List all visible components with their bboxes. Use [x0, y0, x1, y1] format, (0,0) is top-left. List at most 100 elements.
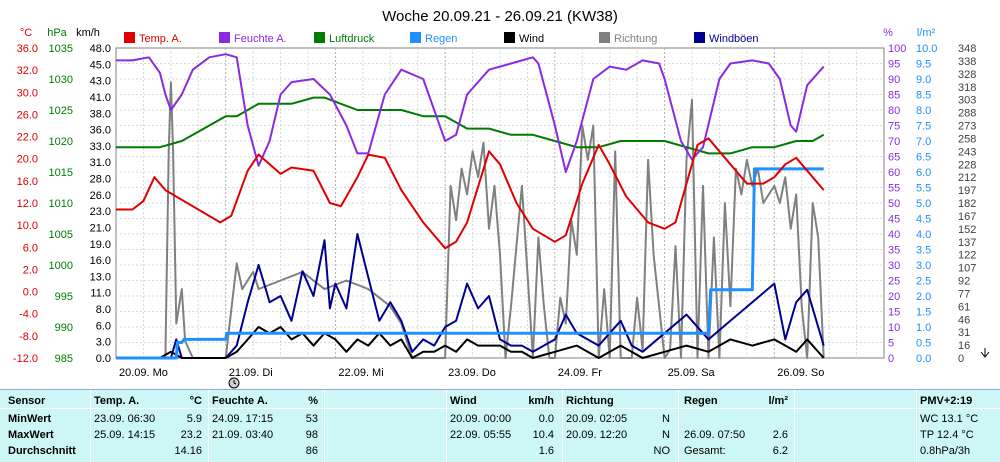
temp-axis-tick: -12.0 — [13, 353, 38, 365]
wind-axis-tick: 19.0 — [90, 239, 111, 251]
direction-min-time: 20.09. 02:05 — [566, 413, 628, 425]
min-row-label: MinWert — [8, 413, 52, 425]
pressure-trend-value: 0.8hPa/3h — [920, 445, 971, 457]
humidity-axis-tick: 55 — [888, 183, 900, 195]
direction-axis-tick: 0 — [958, 353, 964, 365]
legend-swatch — [410, 32, 421, 43]
rain-axis-tick: 9.0 — [916, 74, 931, 86]
humidity-max-time: 21.09. 03:40 — [212, 429, 274, 441]
legend-swatch — [124, 32, 135, 43]
wind-axis-tick: 38.0 — [90, 108, 111, 120]
humidity-axis-tick: 35 — [888, 245, 900, 257]
temp-axis-tick: 36.0 — [17, 43, 38, 55]
direction-axis-tick: 31 — [958, 327, 970, 339]
dewpoint-value: TP 12.4 °C — [920, 429, 974, 441]
direction-axis-tick: 288 — [958, 108, 976, 120]
temp-axis-tick: 0.0 — [23, 287, 38, 299]
legend-swatch — [314, 32, 325, 43]
rain-axis-tick: 2.5 — [916, 276, 931, 288]
rain-axis-tick: 0.5 — [916, 338, 931, 350]
pressure-axis-tick: 1005 — [49, 229, 73, 241]
windchill-value: WC 13.1 °C — [920, 413, 979, 425]
legend-swatch — [694, 32, 705, 43]
pressure-axis-tick: 1035 — [49, 43, 73, 55]
wind-axis-tick: 43.0 — [90, 76, 111, 88]
wind-axis-tick: 0.0 — [96, 353, 111, 365]
series-line-temp-a — [116, 137, 825, 250]
avg-row-label: Durchschnitt — [8, 445, 76, 457]
rain-axis-tick: 3.0 — [916, 260, 931, 272]
temp-axis-tick: 22.0 — [17, 132, 38, 144]
rain-axis-tick: 2.0 — [916, 291, 931, 303]
wind-max-value: 10.4 — [532, 429, 554, 441]
temp-min-time: 23.09. 06:30 — [94, 413, 156, 425]
pressure-axis-tick: 1010 — [49, 198, 73, 210]
temp-axis-tick: -8.0 — [19, 331, 38, 343]
legend-label: Richtung — [614, 33, 657, 45]
temp-axis-tick: 2.0 — [23, 264, 38, 276]
x-day-label: 20.09. Mo — [119, 367, 168, 379]
humidity-axis-tick: 45 — [888, 214, 900, 226]
rain-axis-tick: 4.0 — [916, 229, 931, 241]
temp-axis-tick: 30.0 — [17, 87, 38, 99]
direction-axis-tick: 348 — [958, 43, 976, 55]
temp-min-value: 5.9 — [186, 413, 202, 425]
pmv-header: PMV+2:19 — [920, 395, 973, 407]
series-line-wind — [116, 326, 825, 359]
humidity-unit: % — [308, 395, 318, 407]
rain-total-value: 6.2 — [772, 445, 788, 457]
pressure-axis-tick: 990 — [55, 322, 73, 334]
pressure-axis-tick: 1030 — [49, 74, 73, 86]
rain-axis-tick: 1.5 — [916, 307, 931, 319]
series-line-luftdruck — [116, 96, 825, 155]
temp-unit: °C — [189, 395, 202, 407]
pressure-axis-tick: 1020 — [49, 136, 73, 148]
rain-axis-tick: 3.5 — [916, 245, 931, 257]
wind-min-value: 0.0 — [538, 413, 554, 425]
direction-header: Richtung — [566, 395, 614, 407]
time-cursor-icon[interactable] — [228, 377, 240, 389]
direction-axis-tick: 122 — [958, 250, 976, 262]
humidity-axis-tick: 50 — [888, 198, 900, 210]
direction-axis-tick: 243 — [958, 146, 976, 158]
humidity-axis-tick: 75 — [888, 121, 900, 133]
wind-axis-tick: 41.0 — [90, 92, 111, 104]
direction-axis-tick: 182 — [958, 198, 976, 210]
temp-axis-tick: 16.0 — [17, 176, 38, 188]
temp-max-time: 25.09. 14:15 — [94, 429, 156, 441]
wind-axis-tick: 33.0 — [90, 141, 111, 153]
humidity-axis-tick: 95 — [888, 59, 900, 71]
wind-axis-tick: 11.0 — [90, 288, 111, 300]
temp-axis-tick: 12.0 — [17, 198, 38, 210]
legend-swatch — [599, 32, 610, 43]
humidity-axis-tick: 5 — [888, 338, 894, 350]
humidity-axis-tick: 85 — [888, 90, 900, 102]
direction-axis-tick: 197 — [958, 185, 976, 197]
temp-max-value: 23.2 — [180, 429, 202, 441]
wind-axis-tick: 28.0 — [90, 174, 111, 186]
legend-label: Luftdruck — [329, 33, 375, 45]
temp-axis-tick: 26.0 — [17, 109, 38, 121]
wind-axis-tick: 23.0 — [90, 206, 111, 218]
direction-axis-tick: 77 — [958, 288, 970, 300]
humidity-unit-label: % — [883, 27, 893, 39]
direction-max-time: 20.09. 12:20 — [566, 429, 628, 441]
pressure-axis-tick: 1025 — [49, 105, 73, 117]
rain-axis-tick: 9.5 — [916, 59, 931, 71]
temp-axis-tick: 6.0 — [23, 242, 38, 254]
direction-avg-value: NO — [653, 445, 671, 457]
direction-axis-tick: 167 — [958, 211, 976, 223]
legend-label: Temp. A. — [139, 33, 182, 45]
x-day-label: 22.09. Mi — [338, 367, 383, 379]
wind-min-time: 20.09. 00:00 — [450, 413, 512, 425]
legend-label: Wind — [519, 33, 544, 45]
legend-label: Feuchte A. — [234, 33, 287, 45]
wind-axis-tick: 3.0 — [96, 337, 111, 349]
humidity-axis-tick: 0 — [888, 353, 894, 365]
direction-axis-tick: 152 — [958, 224, 976, 236]
wind-axis-tick: 21.0 — [90, 222, 111, 234]
rain-unit: l/m² — [768, 395, 788, 407]
humidity-axis-tick: 10 — [888, 322, 900, 334]
weather-chart: Woche 20.09.21 - 26.09.21 (KW38) 36.0 32.… — [12, 8, 990, 389]
direction-axis-tick: 303 — [958, 95, 976, 107]
